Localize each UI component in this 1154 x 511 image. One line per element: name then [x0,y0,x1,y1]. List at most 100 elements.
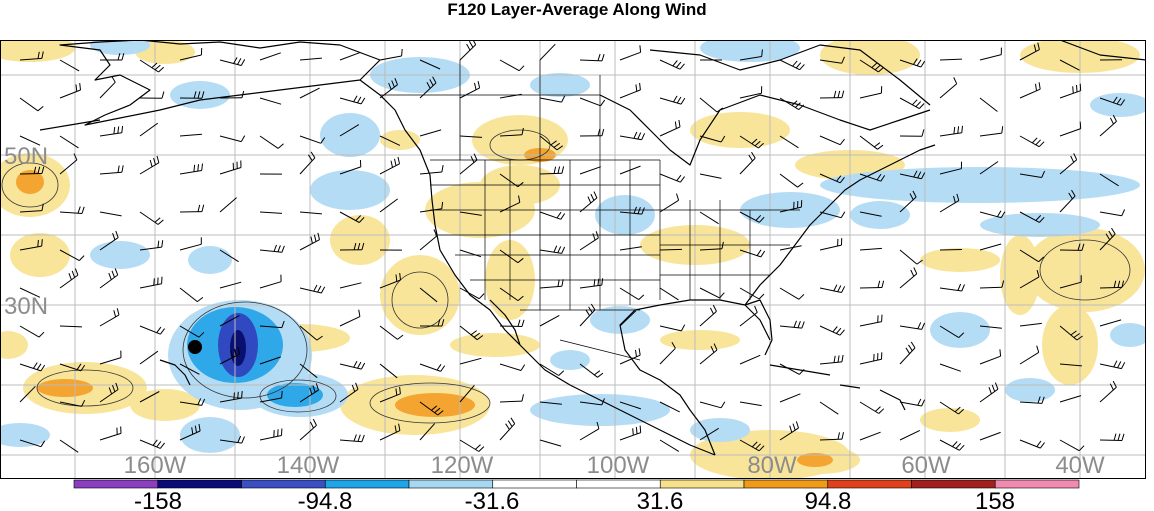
wind-barb-flag [1121,433,1125,441]
wind-barb-flag [113,310,117,318]
wind-barb [619,51,641,61]
wind-barb [1099,286,1123,289]
wind-barb [419,129,442,137]
wind-barb [259,397,282,403]
wind-barb-flag [905,347,911,354]
wind-barb-flag [837,432,840,440]
wind-barb-flag [79,83,81,91]
wind-barb-flag [121,165,124,173]
wind-barb-flag [117,53,121,61]
wind-barb [579,97,601,107]
wind-barb-flag [956,193,960,201]
wind-barb [139,211,159,225]
wind-barb-flag [550,140,557,146]
wind-barb-flag [833,284,838,292]
wind-barb-flag [112,233,116,240]
wind-barb-flag [751,151,756,159]
wind-barb-flag [353,360,358,368]
wind-barb [459,249,482,258]
wind-barb-flag [505,423,510,430]
wind-barb-flag [40,364,46,372]
wind-barb-flag [32,362,38,369]
wind-barb-flag [712,304,717,312]
wind-barb-flag [1113,360,1118,368]
wind-barb-flag [237,391,239,399]
wind-barb [819,135,841,146]
wind-barb-flag [910,341,916,349]
wind-barb-flag [1037,396,1041,404]
wind-barb-flag [38,331,45,338]
wind-barb-flag [680,97,686,105]
wind-barb-flag [955,442,962,449]
wind-barb-flag [916,259,923,265]
wind-barb [19,210,43,213]
wind-barb-flag [1113,280,1117,288]
wind-barb-flag [758,445,765,452]
wind-barb-flag [149,159,153,167]
wind-barb-flag [353,434,357,442]
wind-barb-flag [841,90,845,98]
wind-barb [619,401,642,410]
wind-barb-flag [241,436,245,444]
wind-barb-flag [309,421,314,429]
wind-barb-flag [641,133,646,140]
wind-barb-flag [600,99,606,107]
lat-label-50n: 50N [4,143,48,170]
wind-barb-flag [874,64,881,71]
wind-barb [99,81,116,99]
wind-barb [979,286,1003,289]
wind-barb-flag [799,368,805,375]
wind-barb [779,393,801,403]
wind-barb [539,363,559,376]
wind-barb [899,249,918,265]
shading-layer [0,40,1146,479]
wind-barb [699,135,722,143]
wind-barb-flag [466,43,471,51]
wind-barb-flag [595,231,599,239]
wind-barb-flag [41,203,44,211]
wind-barb-flag [240,59,246,66]
wind-barb [59,135,79,149]
wind-barb [539,401,562,405]
wind-barb-flag [33,166,37,174]
wind-barb [99,211,122,217]
wind-barb [59,325,83,328]
wind-barb [939,83,958,99]
lon-label-120w: 120W [431,452,494,479]
wind-barb-flag [953,77,958,84]
wind-barb [659,401,680,413]
wind-barb-flag [356,96,362,104]
wind-barb-flag [401,48,403,57]
wind-barb-flag [1033,44,1037,52]
wind-barb-flag [517,319,521,327]
wind-barb-flag [197,164,199,172]
wind-barb-flag [638,294,645,300]
wind-barb-flag [73,153,78,161]
wind-barb-flag [307,154,313,161]
wind-barb-flag [1113,433,1117,441]
wind-barb-flag [996,210,1002,217]
wind-barb-flag [719,292,725,299]
wind-barb-flag [273,244,277,252]
wind-barb-flag [313,234,317,242]
wind-barb-flag [558,370,565,376]
wind-barb-flag [390,160,393,168]
wind-barb-flag [233,392,235,400]
wind-barb-flag [151,62,158,69]
wind-barb-flag [1000,211,1006,218]
wind-barb [19,385,36,403]
wind-barb-flag [756,249,762,256]
wind-barb [499,201,521,213]
wind-barb [539,439,562,447]
wind-barb-flag [1072,86,1074,94]
wind-barb [739,312,758,327]
wind-barb-flag [1036,345,1040,353]
wind-barb [899,429,921,441]
wind-barb [579,428,600,441]
wind-barb-flag [593,279,596,287]
wind-barb-flag [432,76,437,84]
wind-barb-flag [639,45,642,53]
wind-barb-flag [791,100,798,106]
wind-barb [1099,211,1122,217]
map-area [0,40,1146,479]
